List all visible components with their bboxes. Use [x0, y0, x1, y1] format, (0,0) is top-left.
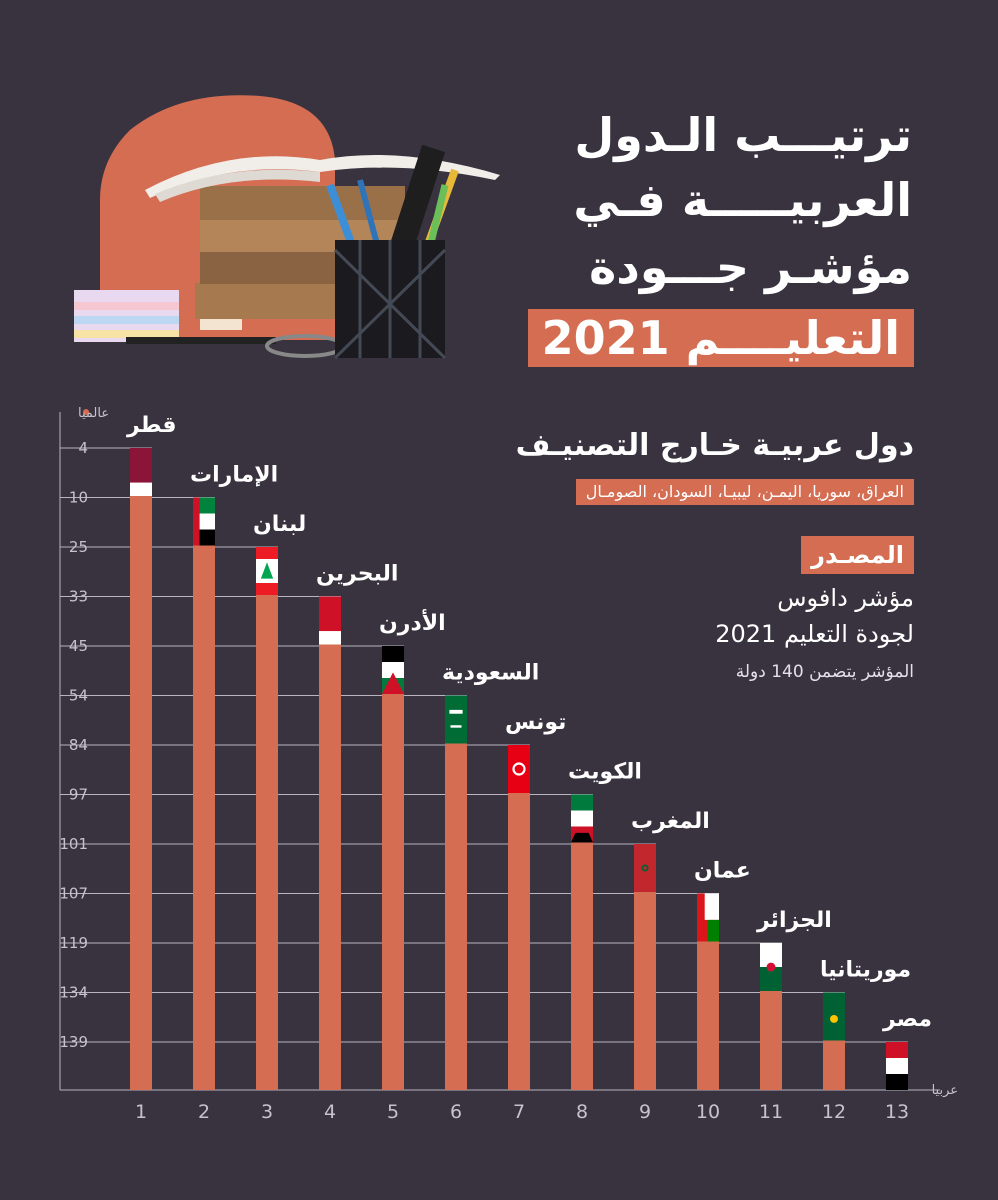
algeria-flag — [760, 943, 782, 991]
saudi-flag — [445, 695, 467, 744]
title-line-1: ترتيـــب الـدول — [574, 108, 912, 162]
x-tick-label: 12 — [822, 1101, 846, 1123]
excluded-heading: دول عربيـة خـارج التصنيـف — [515, 428, 914, 463]
country-label: السعودية — [442, 661, 539, 686]
y-tick-label: 84 — [69, 736, 88, 754]
country-label: مصر — [882, 1007, 932, 1032]
bar — [382, 646, 404, 1090]
x-tick-label: 9 — [639, 1101, 651, 1123]
country-label: عمان — [694, 859, 751, 884]
bar — [571, 794, 593, 1090]
lebanon-flag — [256, 547, 278, 595]
qatar-flag — [130, 448, 152, 496]
bar — [697, 893, 719, 1090]
x-tick-label: 3 — [261, 1101, 273, 1123]
y-tick-label: 45 — [69, 637, 88, 655]
jordan-flag — [382, 646, 404, 694]
source-line-2: لجودة التعليم 2021 — [715, 620, 914, 648]
oman-flag — [697, 893, 719, 942]
y-tick-label: 101 — [59, 835, 88, 853]
y-tick-label: 97 — [69, 786, 88, 804]
x-tick-label: 5 — [387, 1101, 399, 1123]
excluded-countries: العراق، سوريا، اليمـن، ليبيـا، السودان، … — [575, 479, 914, 505]
x-tick-label: 13 — [885, 1101, 909, 1123]
y-tick-label: 139 — [59, 1033, 88, 1051]
bar — [193, 497, 215, 1090]
y-tick-label: 119 — [59, 934, 88, 952]
country-label: المغرب — [631, 809, 710, 834]
x-tick-label: 11 — [759, 1101, 783, 1123]
x-tick-label: 1 — [135, 1101, 147, 1123]
book-1 — [200, 186, 405, 220]
country-label: الإمارات — [190, 463, 278, 488]
y-tick-label: 134 — [59, 984, 88, 1002]
bar — [256, 547, 278, 1090]
x-tick-label: 8 — [576, 1101, 588, 1123]
morocco-flag — [634, 844, 656, 892]
bar — [130, 448, 152, 1090]
source-line-1: مؤشر دافوس — [777, 584, 914, 612]
x-tick-label: 7 — [513, 1101, 525, 1123]
bar — [319, 596, 341, 1090]
y-tick-label: 25 — [69, 538, 88, 556]
y-tick-label: 10 — [69, 489, 88, 507]
source-label: المصـدر — [801, 536, 914, 574]
tunisia-flag — [508, 745, 530, 793]
y-tick-label: 4 — [78, 439, 88, 457]
y-axis-label: عالميا — [78, 406, 109, 421]
uae-flag — [193, 497, 215, 546]
pen — [126, 337, 276, 344]
country-label: موريتانيا — [820, 958, 911, 983]
country-label: لبنان — [253, 512, 306, 537]
source-note: المؤشر يتضمن 140 دولة — [735, 662, 914, 682]
egypt-flag — [886, 1042, 908, 1090]
x-tick-label: 6 — [450, 1101, 462, 1123]
country-label: الأدرن — [379, 608, 446, 636]
books-illustration — [74, 95, 500, 360]
title-line-2: العربيـــــة فـي — [573, 173, 912, 227]
ranking-chart: عالميا410253345548497101107119134139قطر1… — [59, 406, 958, 1123]
y-tick-label: 107 — [59, 885, 88, 903]
bar — [445, 695, 467, 1090]
mauritania-flag — [823, 992, 845, 1041]
y-tick-label: 54 — [69, 687, 88, 705]
title-highlight: التعليــــم 2021 — [527, 309, 914, 367]
x-axis-label: عربيا — [932, 1083, 958, 1098]
bar — [634, 844, 656, 1090]
bar — [508, 745, 530, 1090]
kuwait-flag — [571, 794, 593, 843]
country-label: البحرين — [316, 562, 398, 587]
country-label: الجزائر — [756, 908, 832, 933]
y-axis-marker — [83, 409, 89, 415]
bahrain-flag — [319, 596, 341, 645]
y-tick-label: 33 — [69, 588, 88, 606]
x-tick-label: 4 — [324, 1101, 336, 1123]
x-tick-label: 2 — [198, 1101, 210, 1123]
country-label: قطر — [126, 413, 177, 438]
country-label: تونس — [505, 710, 566, 735]
open-book — [145, 155, 500, 198]
country-label: الكويت — [568, 760, 642, 785]
title-line-3: مؤشـر جـــودة — [589, 240, 912, 294]
x-tick-label: 10 — [696, 1101, 720, 1123]
